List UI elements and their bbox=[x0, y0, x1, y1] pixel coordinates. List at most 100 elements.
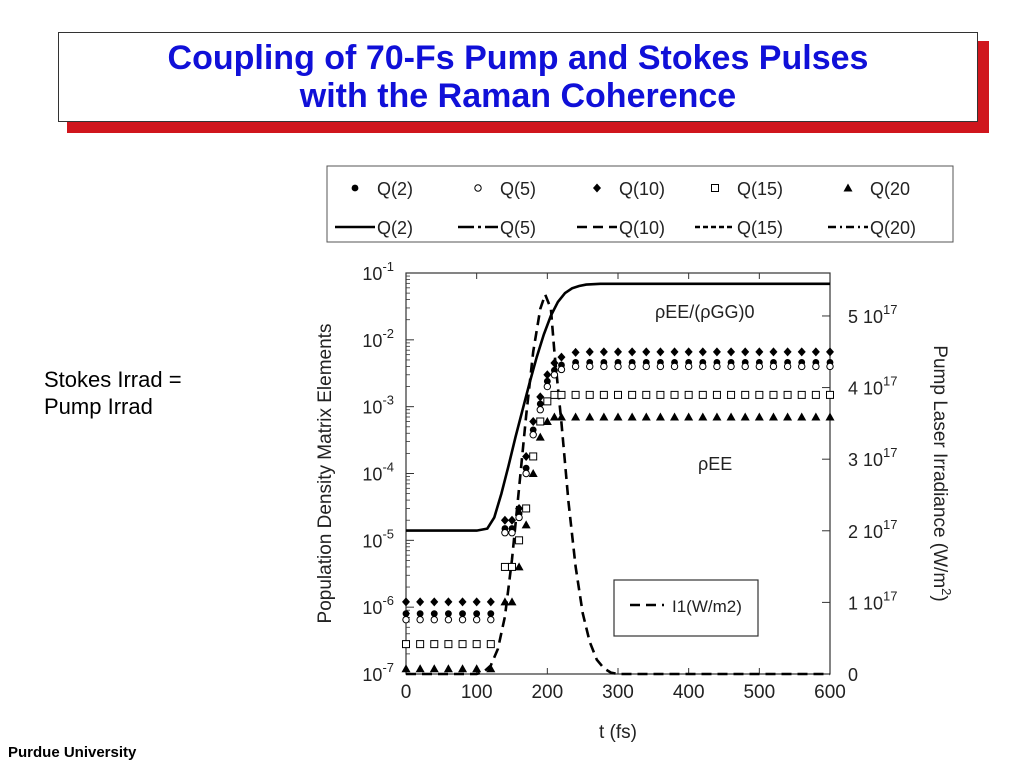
q5-point bbox=[557, 365, 566, 374]
q5-point bbox=[501, 529, 509, 537]
y-axis-label: Population Density Matrix Elements bbox=[315, 324, 336, 624]
y2-tick-label: 5 1017 bbox=[848, 302, 898, 327]
y-tick-label: 10-7 bbox=[362, 660, 394, 685]
legend-label-lines: Q(2) bbox=[377, 218, 413, 238]
q10-point bbox=[769, 347, 778, 357]
q15-point bbox=[536, 417, 545, 426]
q10-point bbox=[515, 503, 524, 513]
q2-point bbox=[459, 610, 466, 618]
q2-point bbox=[522, 464, 530, 472]
q5-point bbox=[670, 362, 679, 371]
y-tick-exponent: -6 bbox=[382, 593, 394, 608]
q10-point bbox=[656, 347, 665, 357]
q10-point bbox=[783, 347, 792, 357]
q20-point bbox=[740, 412, 750, 421]
q15-point bbox=[797, 390, 806, 399]
q5-point bbox=[529, 431, 537, 439]
q20-point bbox=[613, 412, 623, 421]
q5-point bbox=[783, 362, 792, 371]
q15-point bbox=[642, 390, 651, 399]
q15-point bbox=[811, 390, 820, 399]
q10-point bbox=[599, 347, 608, 357]
q15-point bbox=[557, 390, 566, 399]
x-tick-label: 600 bbox=[814, 682, 846, 703]
q5-point bbox=[416, 615, 424, 624]
ratio-annotation: ρEE/(ρGG)0 bbox=[655, 302, 755, 322]
legend-label-lines: Q(15) bbox=[737, 218, 783, 238]
x-tick-label: 0 bbox=[401, 682, 412, 703]
q5-point bbox=[586, 362, 594, 371]
y2-tick-label: 3 1017 bbox=[848, 445, 898, 470]
q10-point bbox=[712, 347, 721, 357]
legend-label-markers: Q(2) bbox=[377, 179, 413, 199]
q20-point bbox=[571, 412, 581, 421]
q10-point bbox=[500, 515, 509, 525]
q15-point bbox=[416, 640, 425, 649]
q5-point bbox=[543, 382, 552, 391]
q15-point bbox=[444, 640, 453, 649]
q10-point bbox=[698, 347, 707, 357]
q5-point bbox=[642, 362, 650, 371]
q5-point bbox=[684, 362, 693, 371]
y2-axis-label: Pump Laser Irradiance (W/m2) bbox=[929, 345, 954, 601]
q15-point bbox=[550, 390, 559, 399]
q15-point bbox=[684, 390, 693, 399]
y2-tick-exponent: 17 bbox=[883, 517, 897, 532]
q20-point bbox=[712, 412, 722, 421]
x-tick-label: 400 bbox=[673, 682, 705, 703]
x-tick-label: 300 bbox=[602, 682, 634, 703]
side-note: Stokes Irrad = Pump Irrad bbox=[44, 366, 182, 420]
q2-point bbox=[351, 184, 359, 192]
q15-point bbox=[783, 390, 792, 399]
q5-point bbox=[727, 362, 735, 371]
q5-point bbox=[508, 529, 516, 537]
q2-point bbox=[430, 610, 438, 618]
y-tick-exponent: -1 bbox=[382, 259, 394, 274]
q15-point bbox=[670, 390, 679, 399]
ree-annotation: ρEE bbox=[698, 454, 732, 474]
q10-point bbox=[684, 347, 693, 357]
q15-point bbox=[500, 562, 509, 571]
q10-point bbox=[472, 597, 481, 607]
y-tick-exponent: -3 bbox=[382, 393, 394, 408]
q20-point bbox=[641, 412, 651, 421]
q15-point bbox=[628, 390, 637, 399]
legend-label-markers: Q(5) bbox=[500, 179, 536, 199]
q20-point bbox=[472, 664, 482, 673]
q20-point bbox=[754, 412, 764, 421]
q20-point bbox=[726, 412, 736, 421]
title-line-2: with the Raman Coherence bbox=[299, 77, 737, 115]
q20-point bbox=[429, 664, 439, 673]
q5-point bbox=[430, 615, 438, 624]
q15-point bbox=[430, 640, 439, 649]
q10-point bbox=[529, 416, 538, 426]
q20-point bbox=[825, 412, 835, 421]
q20-point bbox=[783, 412, 793, 421]
q10-point bbox=[585, 347, 594, 357]
x-axis-label: t (fs) bbox=[599, 722, 637, 743]
q15-point bbox=[727, 390, 736, 399]
q5-point bbox=[536, 406, 544, 414]
series-legend-box bbox=[326, 165, 954, 243]
q10-point bbox=[543, 370, 552, 380]
q5-point bbox=[812, 362, 820, 371]
q20-point bbox=[585, 412, 595, 421]
q15-point bbox=[402, 640, 410, 649]
y2-tick-exponent: 17 bbox=[883, 445, 897, 460]
y2-tick-exponent: 17 bbox=[883, 588, 897, 603]
q10-point bbox=[614, 347, 622, 357]
q20-point bbox=[627, 412, 637, 421]
q10-point bbox=[811, 347, 820, 357]
q20-point bbox=[514, 562, 524, 571]
q15-point bbox=[614, 390, 622, 399]
q15-point bbox=[486, 640, 495, 649]
q10-point bbox=[416, 597, 425, 607]
q10-point bbox=[557, 352, 566, 362]
q5-point bbox=[826, 362, 834, 371]
y-tick-label: 10-2 bbox=[362, 326, 394, 351]
q2-point bbox=[402, 610, 410, 618]
q20-point bbox=[542, 416, 552, 425]
q2-point bbox=[543, 377, 551, 385]
y-tick-label: 10-1 bbox=[362, 259, 394, 284]
